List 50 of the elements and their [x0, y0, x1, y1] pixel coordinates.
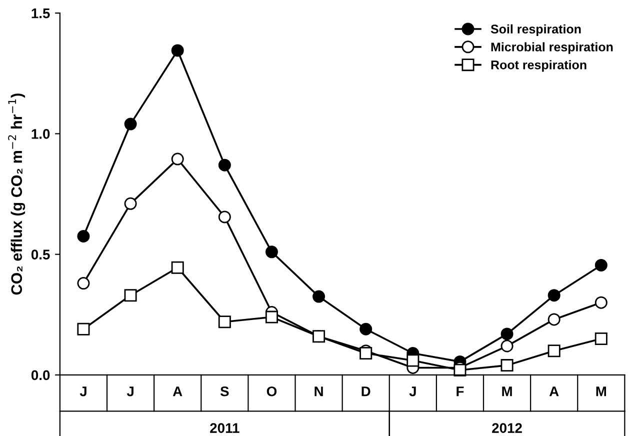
legend-label: Root respiration	[491, 60, 586, 72]
x-tick-label: M	[596, 386, 606, 396]
point	[312, 330, 326, 343]
x-tick-label: S	[220, 386, 229, 396]
point	[500, 328, 514, 340]
point	[406, 354, 420, 367]
point	[500, 340, 514, 352]
x-tick-label: J	[80, 386, 86, 396]
x-tick-label: F	[456, 386, 464, 396]
x-tick-label: O	[266, 386, 277, 396]
y-tick-label: 0.0	[31, 370, 50, 380]
point	[124, 118, 137, 130]
point	[594, 258, 608, 272]
point	[265, 310, 278, 324]
y-axis-title: CO₂ efflux (g CO₂ m$^{−2}$ hr$^{−1}$)	[8, 94, 26, 295]
point	[548, 313, 560, 326]
x-tick-label: D	[362, 386, 370, 396]
point	[548, 344, 560, 358]
point	[594, 332, 608, 346]
point	[77, 230, 90, 242]
point	[454, 364, 466, 376]
point	[548, 289, 560, 302]
point	[124, 289, 137, 302]
x-tick-label: N	[314, 386, 323, 396]
point	[218, 316, 231, 328]
point	[171, 44, 184, 57]
point	[171, 152, 184, 166]
point	[500, 359, 514, 372]
x-tick-label: M	[502, 386, 512, 396]
point	[312, 290, 326, 303]
point	[218, 158, 231, 172]
y-tick-label: 1.0	[32, 129, 50, 139]
y-tick-label: 0.5	[31, 250, 50, 260]
point	[360, 322, 372, 336]
point	[124, 197, 137, 210]
point	[77, 277, 90, 290]
legend-label: Microbial respiration	[491, 42, 613, 54]
point	[594, 296, 608, 309]
x-tick-label: J	[126, 386, 134, 396]
point	[171, 261, 184, 274]
text: 2012	[492, 423, 522, 433]
legend-label: Soil respiration	[490, 24, 581, 36]
x-tick-label: A	[549, 386, 559, 396]
x-tick-label: J	[409, 386, 416, 396]
x-tick-label: A	[172, 386, 182, 396]
point	[265, 246, 278, 258]
point	[218, 210, 231, 224]
y-tick-label: 1.5	[32, 8, 50, 18]
point	[77, 322, 90, 336]
text: 2011	[210, 423, 240, 433]
